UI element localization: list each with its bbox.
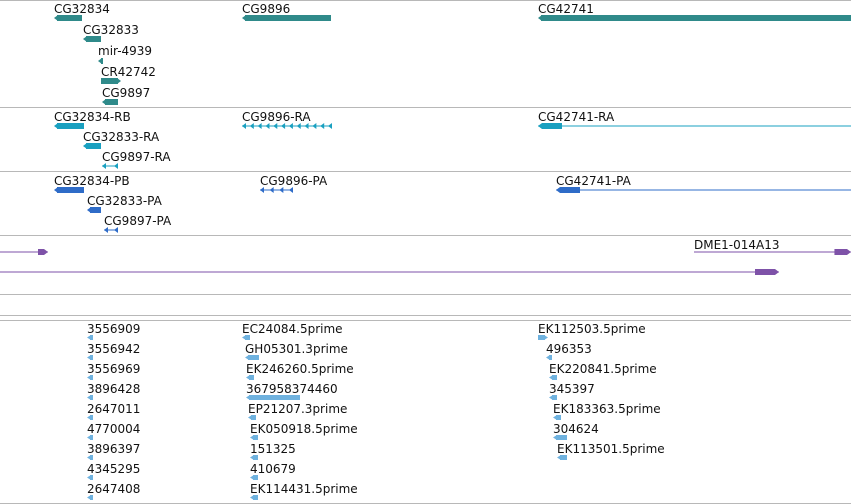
est-feature-glyph[interactable] — [250, 495, 258, 504]
clone-feature-glyph[interactable] — [694, 249, 851, 263]
gene-label-mir-4939[interactable]: mir-4939 — [98, 44, 153, 58]
est-label-151325[interactable]: 151325 — [250, 442, 296, 456]
protein-label-cg9896-pa[interactable]: CG9896-PA — [260, 174, 328, 188]
est-feature-glyph[interactable] — [87, 455, 93, 469]
est-feature-glyph[interactable] — [87, 375, 93, 389]
est-feature-glyph[interactable] — [250, 475, 258, 489]
est-feature-glyph[interactable] — [87, 415, 93, 429]
est-feature-glyph[interactable] — [538, 335, 548, 349]
track-divider — [0, 0, 851, 1]
est-label-ek050918-5prime[interactable]: EK050918.5prime — [250, 422, 358, 436]
transcript-label-cg32833-ra[interactable]: CG32833-RA — [83, 130, 160, 144]
gene-label-cg9897[interactable]: CG9897 — [102, 86, 151, 100]
protein-feature-glyph[interactable] — [104, 227, 118, 241]
gene-feature-glyph[interactable] — [538, 15, 851, 29]
track-divider — [0, 235, 851, 236]
est-feature-glyph[interactable] — [87, 355, 93, 369]
est-feature-glyph[interactable] — [250, 455, 258, 469]
protein-label-cg9897-pa[interactable]: CG9897-PA — [104, 214, 172, 228]
transcript-feature-glyph[interactable] — [538, 123, 851, 137]
transcript-label-cg32834-rb[interactable]: CG32834-RB — [54, 110, 131, 124]
gene-feature-glyph[interactable] — [83, 36, 101, 50]
est-label-ec24084-5prime[interactable]: EC24084.5prime — [242, 322, 343, 336]
est-label-367958374460[interactable]: 367958374460 — [246, 382, 338, 396]
est-feature-glyph[interactable] — [248, 415, 256, 429]
track-divider — [0, 171, 851, 172]
transcript-feature-glyph[interactable] — [83, 143, 101, 157]
est-label-ek114431-5prime[interactable]: EK114431.5prime — [250, 482, 358, 496]
est-feature-glyph[interactable] — [87, 335, 93, 349]
protein-feature-glyph[interactable] — [87, 207, 101, 221]
est-label-2647011[interactable]: 2647011 — [87, 402, 141, 416]
est-feature-glyph[interactable] — [242, 335, 250, 349]
track-divider — [0, 320, 851, 321]
est-label-2647408[interactable]: 2647408 — [87, 482, 141, 496]
est-label-4770004[interactable]: 4770004 — [87, 422, 141, 436]
est-label-ek183363-5prime[interactable]: EK183363.5prime — [553, 402, 661, 416]
protein-feature-glyph[interactable] — [556, 187, 851, 201]
protein-label-cg32834-pb[interactable]: CG32834-PB — [54, 174, 130, 188]
gene-feature-glyph[interactable] — [242, 15, 331, 29]
clone-label-dme1-014a13[interactable]: DME1-014A13 — [694, 238, 780, 252]
est-label-3896428[interactable]: 3896428 — [87, 382, 141, 396]
est-feature-glyph[interactable] — [87, 395, 93, 409]
est-feature-glyph[interactable] — [549, 375, 557, 389]
track-divider — [0, 294, 851, 295]
gene-feature-glyph[interactable] — [98, 58, 103, 72]
est-feature-glyph[interactable] — [549, 395, 557, 409]
est-label-304624[interactable]: 304624 — [553, 422, 599, 436]
clone-feature-glyph[interactable] — [0, 249, 48, 263]
est-feature-glyph[interactable] — [553, 435, 567, 449]
est-label-410679[interactable]: 410679 — [250, 462, 296, 476]
clone-feature-glyph[interactable] — [0, 269, 779, 283]
gene-feature-glyph[interactable] — [101, 78, 121, 92]
transcript-feature-glyph[interactable] — [102, 163, 118, 177]
transcript-label-cg9897-ra[interactable]: CG9897-RA — [102, 150, 171, 164]
protein-feature-glyph[interactable] — [54, 187, 84, 201]
est-feature-glyph[interactable] — [245, 355, 259, 369]
protein-label-cg42741-pa[interactable]: CG42741-PA — [556, 174, 631, 188]
protein-feature-glyph[interactable] — [260, 187, 293, 201]
est-feature-glyph[interactable] — [250, 435, 258, 449]
gene-label-cg42741[interactable]: CG42741 — [538, 2, 594, 16]
track-divider — [0, 107, 851, 108]
est-label-gh05301-3prime[interactable]: GH05301.3prime — [245, 342, 348, 356]
gene-label-cg32834[interactable]: CG32834 — [54, 2, 110, 16]
transcript-feature-glyph[interactable] — [242, 123, 332, 137]
gene-label-cg32833[interactable]: CG32833 — [83, 23, 139, 37]
gene-feature-glyph[interactable] — [102, 99, 118, 113]
est-feature-glyph[interactable] — [87, 435, 93, 449]
est-label-3896397[interactable]: 3896397 — [87, 442, 141, 456]
est-feature-glyph[interactable] — [246, 375, 254, 389]
est-feature-glyph[interactable] — [557, 455, 567, 469]
gene-label-cr42742[interactable]: CR42742 — [101, 65, 156, 79]
est-label-ek220841-5prime[interactable]: EK220841.5prime — [549, 362, 657, 376]
transcript-label-cg42741-ra[interactable]: CG42741-RA — [538, 110, 615, 124]
est-label-ek246260-5prime[interactable]: EK246260.5prime — [246, 362, 354, 376]
est-label-ep21207-3prime[interactable]: EP21207.3prime — [248, 402, 348, 416]
gene-label-cg9896[interactable]: CG9896 — [242, 2, 291, 16]
est-feature-glyph[interactable] — [246, 395, 300, 409]
transcript-label-cg9896-ra[interactable]: CG9896-RA — [242, 110, 311, 124]
est-feature-glyph[interactable] — [87, 495, 93, 504]
est-label-3556942[interactable]: 3556942 — [87, 342, 141, 356]
est-label-496353[interactable]: 496353 — [546, 342, 592, 356]
gene-feature-glyph[interactable] — [54, 15, 82, 29]
est-feature-glyph[interactable] — [546, 355, 552, 369]
est-feature-glyph[interactable] — [553, 415, 561, 429]
est-label-4345295[interactable]: 4345295 — [87, 462, 141, 476]
transcript-feature-glyph[interactable] — [54, 123, 84, 137]
est-label-3556969[interactable]: 3556969 — [87, 362, 141, 376]
est-label-3556909[interactable]: 3556909 — [87, 322, 141, 336]
est-feature-glyph[interactable] — [87, 475, 93, 489]
protein-label-cg32833-pa[interactable]: CG32833-PA — [87, 194, 162, 208]
est-label-ek112503-5prime[interactable]: EK112503.5prime — [538, 322, 646, 336]
track-divider — [0, 315, 851, 316]
est-label-345397[interactable]: 345397 — [549, 382, 595, 396]
est-label-ek113501-5prime[interactable]: EK113501.5prime — [557, 442, 665, 456]
